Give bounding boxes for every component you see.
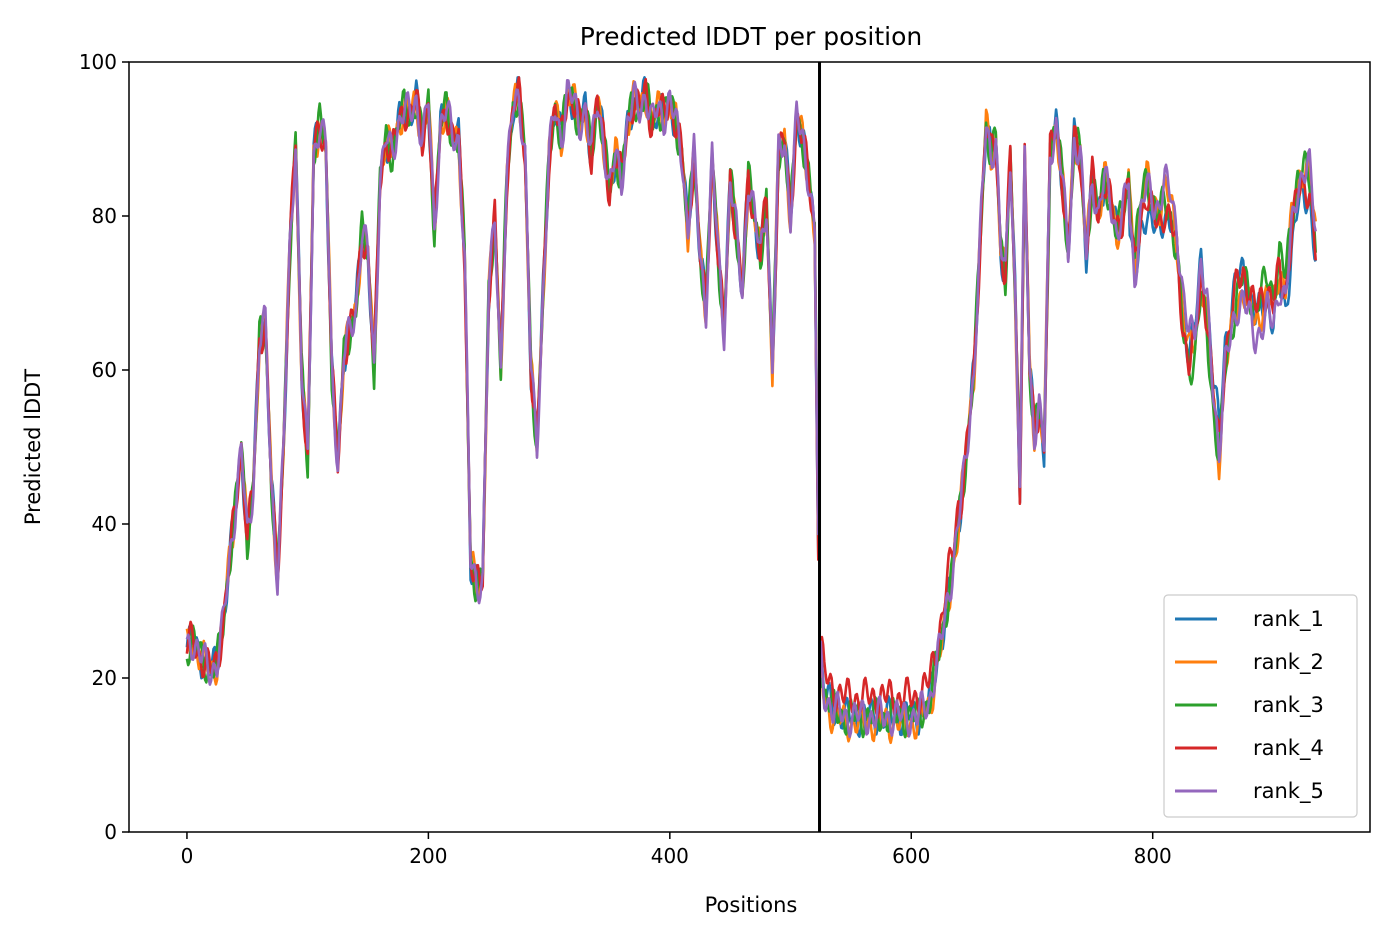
legend-label: rank_4 bbox=[1253, 736, 1324, 761]
series-line-rank-5 bbox=[185, 79, 1317, 739]
legend-label: rank_2 bbox=[1253, 650, 1324, 675]
legend: rank_1 rank_2 rank_3 rank_4 rank_5 bbox=[1163, 594, 1358, 818]
plot-frame bbox=[128, 61, 1371, 833]
legend-box bbox=[1163, 594, 1358, 818]
x-tick-label: 0 bbox=[181, 844, 194, 868]
y-tick-label: 60 bbox=[92, 358, 117, 382]
x-tick-label: 400 bbox=[651, 844, 689, 868]
series-layer bbox=[185, 76, 1317, 745]
y-tick-label: 100 bbox=[79, 50, 117, 74]
legend-label: rank_3 bbox=[1253, 693, 1324, 718]
x-axis: 0 200 400 600 800 bbox=[181, 832, 1172, 868]
legend-label: rank_1 bbox=[1253, 607, 1324, 632]
x-axis-label: Positions bbox=[705, 893, 798, 917]
y-tick-label: 0 bbox=[104, 820, 117, 844]
y-tick-label: 20 bbox=[92, 666, 117, 690]
x-tick-label: 600 bbox=[892, 844, 930, 868]
y-axis-label: Predicted lDDT bbox=[21, 369, 45, 525]
plot-area bbox=[128, 61, 1371, 833]
y-axis: 0 20 40 60 80 100 bbox=[79, 50, 129, 844]
x-tick-label: 800 bbox=[1134, 844, 1172, 868]
chart-title: Predicted lDDT per position bbox=[580, 22, 922, 51]
y-tick-label: 40 bbox=[92, 512, 117, 536]
x-tick-label: 200 bbox=[409, 844, 447, 868]
y-tick-label: 80 bbox=[92, 204, 117, 228]
legend-label: rank_5 bbox=[1253, 779, 1324, 804]
